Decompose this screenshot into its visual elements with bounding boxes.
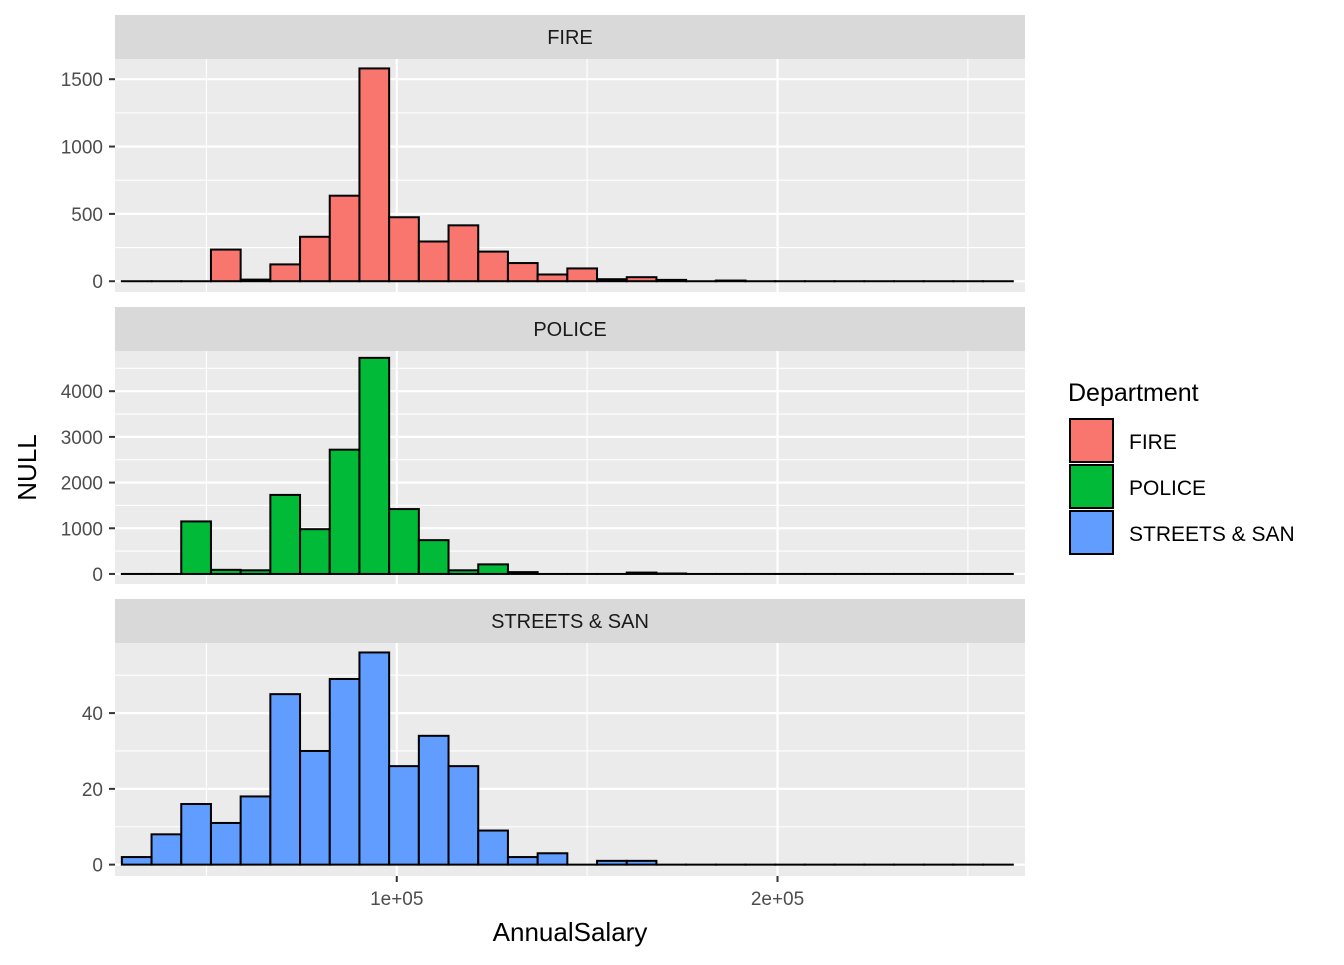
histogram-bar-streets-san bbox=[270, 694, 300, 864]
facet-strip-label: FIRE bbox=[547, 27, 593, 49]
histogram-bar-police bbox=[449, 570, 479, 574]
y-tick-label: 2000 bbox=[61, 474, 103, 495]
y-tick-label: 1500 bbox=[61, 70, 103, 91]
histogram-bar-streets-san bbox=[597, 861, 627, 865]
histogram-bar-streets-san bbox=[627, 861, 657, 865]
histogram-bar-streets-san bbox=[122, 857, 152, 865]
panel-background-fire bbox=[115, 59, 1025, 292]
x-axis-title: AnnualSalary bbox=[493, 917, 648, 947]
facet-strip-label: POLICE bbox=[533, 319, 606, 341]
histogram-bar-fire bbox=[478, 252, 508, 282]
legend-label: FIRE bbox=[1129, 431, 1177, 454]
y-tick-label: 1000 bbox=[61, 138, 103, 159]
histogram-bar-fire bbox=[241, 280, 271, 282]
histogram-bar-fire bbox=[270, 264, 300, 281]
histogram-bar-streets-san bbox=[211, 823, 241, 865]
histogram-bar-fire bbox=[508, 263, 538, 281]
histogram-bar-police bbox=[211, 570, 241, 574]
histogram-bar-fire bbox=[389, 217, 419, 281]
legend-title: Department bbox=[1068, 379, 1199, 407]
histogram-bar-streets-san bbox=[241, 796, 271, 864]
histogram-bar-streets-san bbox=[419, 736, 449, 865]
histogram-bar-police bbox=[359, 358, 389, 574]
histogram-bar-police bbox=[330, 450, 360, 574]
y-tick-label: 3000 bbox=[61, 428, 103, 449]
legend-label: STREETS & SAN bbox=[1129, 523, 1295, 546]
histogram-bar-fire bbox=[716, 281, 746, 282]
histogram-bar-fire bbox=[359, 68, 389, 281]
histogram-bar-police bbox=[389, 509, 419, 574]
histogram-bar-police bbox=[181, 521, 211, 574]
histogram-bar-streets-san bbox=[508, 857, 538, 865]
histogram-bar-streets-san bbox=[152, 834, 182, 864]
y-tick-label: 1000 bbox=[61, 519, 103, 540]
facet-strip-label: STREETS & SAN bbox=[491, 611, 649, 633]
histogram-bar-fire bbox=[567, 268, 597, 281]
y-tick-label: 4000 bbox=[61, 382, 103, 403]
histogram-bar-fire bbox=[597, 279, 627, 281]
y-tick-label: 0 bbox=[92, 272, 103, 293]
histogram-bar-police bbox=[478, 564, 508, 574]
histogram-bar-fire bbox=[627, 277, 657, 281]
histogram-bar-fire bbox=[330, 196, 360, 282]
histogram-bar-police bbox=[627, 573, 657, 574]
x-tick-label: 2e+05 bbox=[751, 889, 804, 910]
histogram-bar-fire bbox=[656, 280, 686, 281]
histogram-bar-fire bbox=[449, 225, 479, 281]
legend-label: POLICE bbox=[1129, 477, 1206, 500]
histogram-bar-streets-san bbox=[478, 831, 508, 865]
y-tick-label: 500 bbox=[71, 205, 103, 226]
legend-key-fire bbox=[1070, 419, 1113, 462]
y-axis-title: NULL bbox=[12, 434, 42, 500]
panel-background-police bbox=[115, 351, 1025, 584]
histogram-bar-fire bbox=[211, 250, 241, 282]
histogram-bar-police bbox=[419, 540, 449, 574]
legend-key-streets-san bbox=[1070, 511, 1113, 554]
histogram-bar-streets-san bbox=[538, 853, 568, 864]
legend-key-police bbox=[1070, 465, 1113, 508]
x-tick-label: 1e+05 bbox=[370, 889, 423, 910]
histogram-bar-fire bbox=[419, 241, 449, 281]
y-tick-label: 0 bbox=[92, 565, 103, 586]
histogram-bar-streets-san bbox=[359, 652, 389, 864]
y-tick-label: 20 bbox=[82, 780, 103, 801]
histogram-bar-streets-san bbox=[449, 766, 479, 865]
histogram-bar-streets-san bbox=[181, 804, 211, 865]
histogram-bar-streets-san bbox=[330, 679, 360, 865]
y-tick-label: 40 bbox=[82, 704, 103, 725]
histogram-bar-police bbox=[241, 570, 271, 574]
histogram-bar-streets-san bbox=[300, 751, 330, 865]
histogram-bar-fire bbox=[538, 274, 568, 281]
histogram-bar-police bbox=[508, 572, 538, 574]
y-tick-label: 0 bbox=[92, 856, 103, 877]
histogram-bar-police bbox=[300, 529, 330, 574]
histogram-bar-streets-san bbox=[389, 766, 419, 865]
histogram-bar-fire bbox=[300, 237, 330, 281]
histogram-bar-police bbox=[270, 495, 300, 574]
